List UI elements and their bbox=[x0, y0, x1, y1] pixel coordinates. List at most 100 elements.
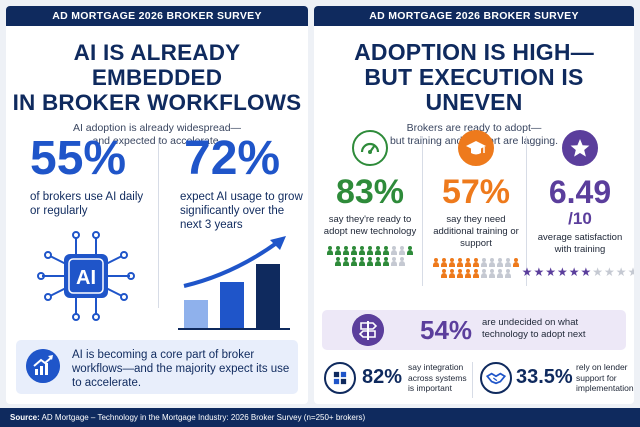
person-icon bbox=[505, 269, 511, 278]
right-headline-line2: BUT EXECUTION IS UNEVEN bbox=[364, 64, 584, 115]
left-callout: AI is becoming a core part of broker wor… bbox=[16, 340, 298, 394]
rating-star-icon: ★ bbox=[580, 265, 592, 279]
left-headline: AI IS ALREADY EMBEDDED IN BROKER WORKFLO… bbox=[6, 40, 308, 115]
stat-daily-use: 55% of brokers use AI daily or regularly bbox=[30, 134, 150, 218]
stat-satisfaction-value: 6.49 bbox=[548, 174, 612, 210]
puzzle-icon bbox=[324, 362, 356, 394]
rating-star-icon: ★ bbox=[615, 265, 627, 279]
person-icon bbox=[481, 269, 487, 278]
person-icon bbox=[465, 269, 471, 278]
right-survey-band: AD MORTGAGE 2026 BROKER SURVEY bbox=[314, 6, 634, 26]
person-icon bbox=[383, 246, 389, 255]
person-icon bbox=[367, 257, 373, 266]
gauge-icon bbox=[352, 130, 388, 166]
person-icon bbox=[497, 269, 503, 278]
bottom-divider bbox=[472, 362, 473, 398]
person-icon bbox=[343, 246, 349, 255]
stat-satisfaction-suffix: /10 bbox=[568, 209, 592, 228]
person-icon bbox=[449, 269, 455, 278]
undecided-caption: are undecided on what technology to adop… bbox=[482, 317, 586, 340]
source-footer: Source: AD Mortgage – Technology in the … bbox=[0, 408, 640, 427]
left-headline-line2: IN BROKER WORKFLOWS bbox=[12, 90, 302, 115]
stat-satisfaction-caption: average satisfaction with training bbox=[537, 232, 623, 255]
person-icon bbox=[335, 246, 341, 255]
rating-star-icon: ★ bbox=[533, 265, 545, 279]
person-icon bbox=[457, 258, 463, 267]
rating-star-icon: ★ bbox=[604, 265, 615, 279]
lender-caption: rely on lender support for implementatio… bbox=[576, 362, 634, 393]
person-icon bbox=[489, 258, 495, 267]
person-icon bbox=[457, 269, 463, 278]
left-subtitle-line1: AI adoption is already widespread— bbox=[72, 122, 242, 134]
handshake-icon bbox=[480, 362, 512, 394]
rating-star-icon: ★ bbox=[568, 265, 580, 279]
person-icon bbox=[481, 258, 487, 267]
undecided-value: 54% bbox=[420, 315, 473, 345]
ai-chip-label: AI bbox=[76, 267, 96, 289]
person-icon bbox=[399, 246, 405, 255]
rating-star-icon: ★ bbox=[521, 265, 533, 279]
bottom-stats: 82% say integration across systems is im… bbox=[314, 358, 634, 402]
person-icon bbox=[351, 257, 357, 266]
person-icon bbox=[441, 258, 447, 267]
stat-daily-use-caption: of brokers use AI daily or regularly bbox=[30, 191, 144, 217]
stat-ready-value: 83% bbox=[335, 173, 405, 211]
person-icon bbox=[391, 246, 397, 255]
right-subtitle-line1: Brokers are ready to adopt— bbox=[406, 122, 542, 134]
person-icon bbox=[465, 258, 471, 267]
rating-star-icon: ★ bbox=[545, 265, 556, 279]
person-icon bbox=[327, 246, 333, 255]
person-icon bbox=[441, 269, 447, 278]
left-panel: AD MORTGAGE 2026 BROKER SURVEY AI IS ALR… bbox=[6, 6, 308, 404]
person-icon bbox=[449, 258, 455, 267]
left-headline-line1: AI IS ALREADY EMBEDDED bbox=[73, 40, 241, 90]
integration-value: 82% bbox=[362, 366, 403, 388]
right-headline-line1: ADOPTION IS HIGH— bbox=[354, 39, 594, 65]
right-headline: ADOPTION IS HIGH— BUT EXECUTION IS UNEVE… bbox=[314, 40, 634, 115]
trend-chart-icon bbox=[26, 349, 60, 383]
person-icon bbox=[407, 246, 413, 255]
left-survey-band: AD MORTGAGE 2026 BROKER SURVEY bbox=[6, 6, 308, 26]
rating-stars: ★ ★ ★ ★ ★ ★ ★ ★ ★ ★ bbox=[522, 265, 634, 279]
lender-value: 33.5% bbox=[516, 366, 573, 388]
person-icon bbox=[399, 257, 405, 266]
left-stats: 55% of brokers use AI daily or regularly… bbox=[6, 134, 308, 334]
undecided-callout: 54% are undecided on what technology to … bbox=[322, 310, 626, 350]
stat-satisfaction: 6.49 /10 average satisfaction with train… bbox=[522, 130, 634, 279]
person-icon bbox=[351, 246, 357, 255]
rating-star-icon: ★ bbox=[627, 265, 634, 279]
stat-ready: 83% say they're ready to adopt new techn… bbox=[320, 130, 420, 266]
stat-growth: 72% expect AI usage to grow significantl… bbox=[180, 132, 304, 232]
graduation-cap-icon bbox=[458, 130, 494, 166]
col-divider bbox=[526, 136, 527, 286]
source-text: AD Mortgage – Technology in the Mortgage… bbox=[41, 413, 366, 422]
rating-star-icon: ★ bbox=[592, 265, 604, 279]
person-icon bbox=[359, 246, 365, 255]
right-stats: 83% say they're ready to adopt new techn… bbox=[314, 130, 634, 300]
person-icon bbox=[335, 257, 341, 266]
stat-training-need-value: 57% bbox=[441, 173, 511, 211]
stat-growth-value: 72% bbox=[184, 132, 281, 185]
people-icons-ready bbox=[327, 246, 413, 266]
person-icon bbox=[343, 257, 349, 266]
signpost-icon bbox=[352, 314, 384, 346]
integration-caption: say integration across systems is import… bbox=[408, 362, 467, 393]
stat-training-need: 57% say they need additional training or… bbox=[426, 130, 526, 278]
stat-growth-caption: expect AI usage to grow significantly ov… bbox=[180, 191, 303, 231]
rating-star-icon: ★ bbox=[556, 265, 568, 279]
person-icon bbox=[375, 246, 381, 255]
left-subtitle-line2: and expected to accelerate. bbox=[92, 135, 222, 147]
person-icon bbox=[391, 257, 397, 266]
stat-ready-caption: say they're ready to adopt new technolog… bbox=[323, 214, 417, 237]
left-callout-text: AI is becoming a core part of broker wor… bbox=[72, 349, 290, 389]
ai-chip-icon: AI bbox=[37, 231, 135, 321]
people-icons-training bbox=[433, 258, 519, 278]
person-icon bbox=[489, 269, 495, 278]
source-label: Source: bbox=[10, 413, 40, 422]
col-divider bbox=[422, 136, 423, 286]
left-subtitle: AI adoption is already widespread— and e… bbox=[6, 122, 308, 148]
person-icon bbox=[375, 257, 381, 266]
person-icon bbox=[383, 257, 389, 266]
stats-divider bbox=[158, 138, 159, 308]
right-panel: AD MORTGAGE 2026 BROKER SURVEY ADOPTION … bbox=[314, 6, 634, 404]
